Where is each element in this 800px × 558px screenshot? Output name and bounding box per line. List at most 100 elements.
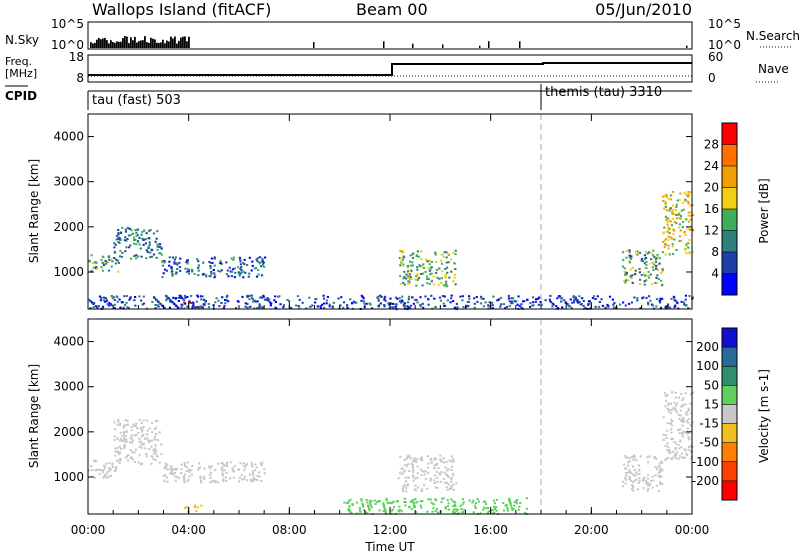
- colorbar-swatch: [722, 461, 737, 481]
- data-cell: [96, 267, 99, 270]
- data-cell: [408, 273, 412, 276]
- data-cell: [675, 206, 678, 208]
- colorbar-swatch: [722, 385, 737, 405]
- data-cell: [556, 297, 559, 300]
- data-cell: [218, 305, 221, 308]
- data-cell: [608, 295, 612, 298]
- data-cell: [384, 299, 387, 302]
- data-cell: [683, 303, 686, 306]
- y-tick-label: 1000: [53, 265, 84, 279]
- data-cell: [636, 299, 639, 302]
- nsky-bar: [104, 37, 106, 48]
- data-cell: [428, 282, 431, 285]
- data-cell: [662, 232, 665, 235]
- data-cell: [641, 260, 644, 262]
- data-cell: [207, 306, 211, 309]
- data-cell: [402, 264, 405, 267]
- data-cell: [639, 278, 642, 281]
- data-cell: [436, 480, 439, 483]
- data-cell: [449, 301, 452, 304]
- data-cell: [314, 298, 317, 301]
- data-cell: [684, 193, 688, 196]
- data-cell: [439, 458, 442, 461]
- data-cell: [606, 303, 609, 306]
- colorbar-swatch: [722, 347, 737, 367]
- data-cell: [643, 280, 646, 283]
- data-cell: [391, 306, 394, 309]
- data-cell: [446, 469, 449, 472]
- data-cell: [434, 306, 437, 309]
- data-cell: [190, 295, 193, 297]
- y-tick-label: 1000: [53, 470, 84, 484]
- time-axis-label: Time UT: [364, 540, 415, 554]
- nsky-bar: [128, 43, 130, 48]
- data-cell: [446, 499, 449, 501]
- data-cell: [176, 263, 179, 266]
- data-cell: [442, 478, 446, 480]
- data-cell: [678, 447, 681, 450]
- data-cell: [574, 297, 577, 300]
- data-cell: [249, 305, 252, 308]
- data-cell: [653, 256, 656, 258]
- data-cell: [229, 270, 232, 273]
- data-cell: [208, 465, 211, 468]
- data-cell: [127, 307, 130, 309]
- data-cell: [412, 479, 415, 482]
- data-cell: [277, 295, 280, 298]
- data-cell: [658, 469, 661, 472]
- data-cell: [664, 399, 668, 402]
- data-cell: [191, 306, 194, 309]
- data-cell: [607, 305, 610, 308]
- data-cell: [248, 256, 251, 259]
- nsky-bar: [158, 42, 160, 48]
- data-cell: [526, 299, 529, 302]
- data-cell: [209, 267, 212, 270]
- data-cell: [368, 509, 371, 512]
- data-cell: [655, 267, 658, 270]
- data-cell: [561, 306, 564, 309]
- data-cell: [133, 451, 136, 454]
- data-cell: [665, 193, 668, 196]
- data-cell: [187, 270, 190, 273]
- data-cell: [145, 238, 148, 241]
- data-cell: [538, 296, 541, 299]
- data-cell: [424, 470, 427, 473]
- data-cell: [647, 301, 650, 304]
- data-cell: [648, 276, 651, 279]
- data-cell: [169, 300, 172, 303]
- data-cell: [674, 442, 678, 445]
- data-cell: [668, 208, 671, 211]
- data-cell: [163, 307, 166, 309]
- data-cell: [129, 227, 132, 230]
- data-cell: [682, 208, 685, 211]
- data-cell: [647, 487, 650, 490]
- velocity-ylabel: Slant Range [km]: [27, 364, 41, 468]
- data-cell: [95, 469, 98, 472]
- nsky-bar: [140, 40, 142, 48]
- data-cell: [92, 266, 95, 269]
- data-cell: [134, 229, 137, 232]
- data-cell: [412, 302, 415, 305]
- data-cell: [419, 458, 422, 461]
- data-cell: [165, 269, 168, 272]
- data-cell: [225, 465, 228, 468]
- data-cell: [540, 303, 543, 306]
- data-cell: [629, 471, 632, 474]
- data-cell: [96, 306, 99, 309]
- data-cell: [691, 214, 695, 216]
- data-cell: [658, 476, 662, 479]
- data-cell: [252, 476, 255, 479]
- data-cell: [413, 488, 416, 491]
- data-cell: [263, 265, 266, 268]
- data-cell: [115, 238, 118, 241]
- data-cell: [347, 507, 350, 510]
- data-cell: [385, 497, 388, 500]
- data-cell: [153, 438, 156, 440]
- data-cell: [429, 273, 432, 276]
- data-cell: [403, 459, 406, 461]
- data-cell: [142, 442, 145, 445]
- data-cell: [200, 480, 203, 482]
- data-cell: [149, 256, 152, 259]
- data-cell: [677, 444, 680, 446]
- data-cell: [379, 294, 382, 297]
